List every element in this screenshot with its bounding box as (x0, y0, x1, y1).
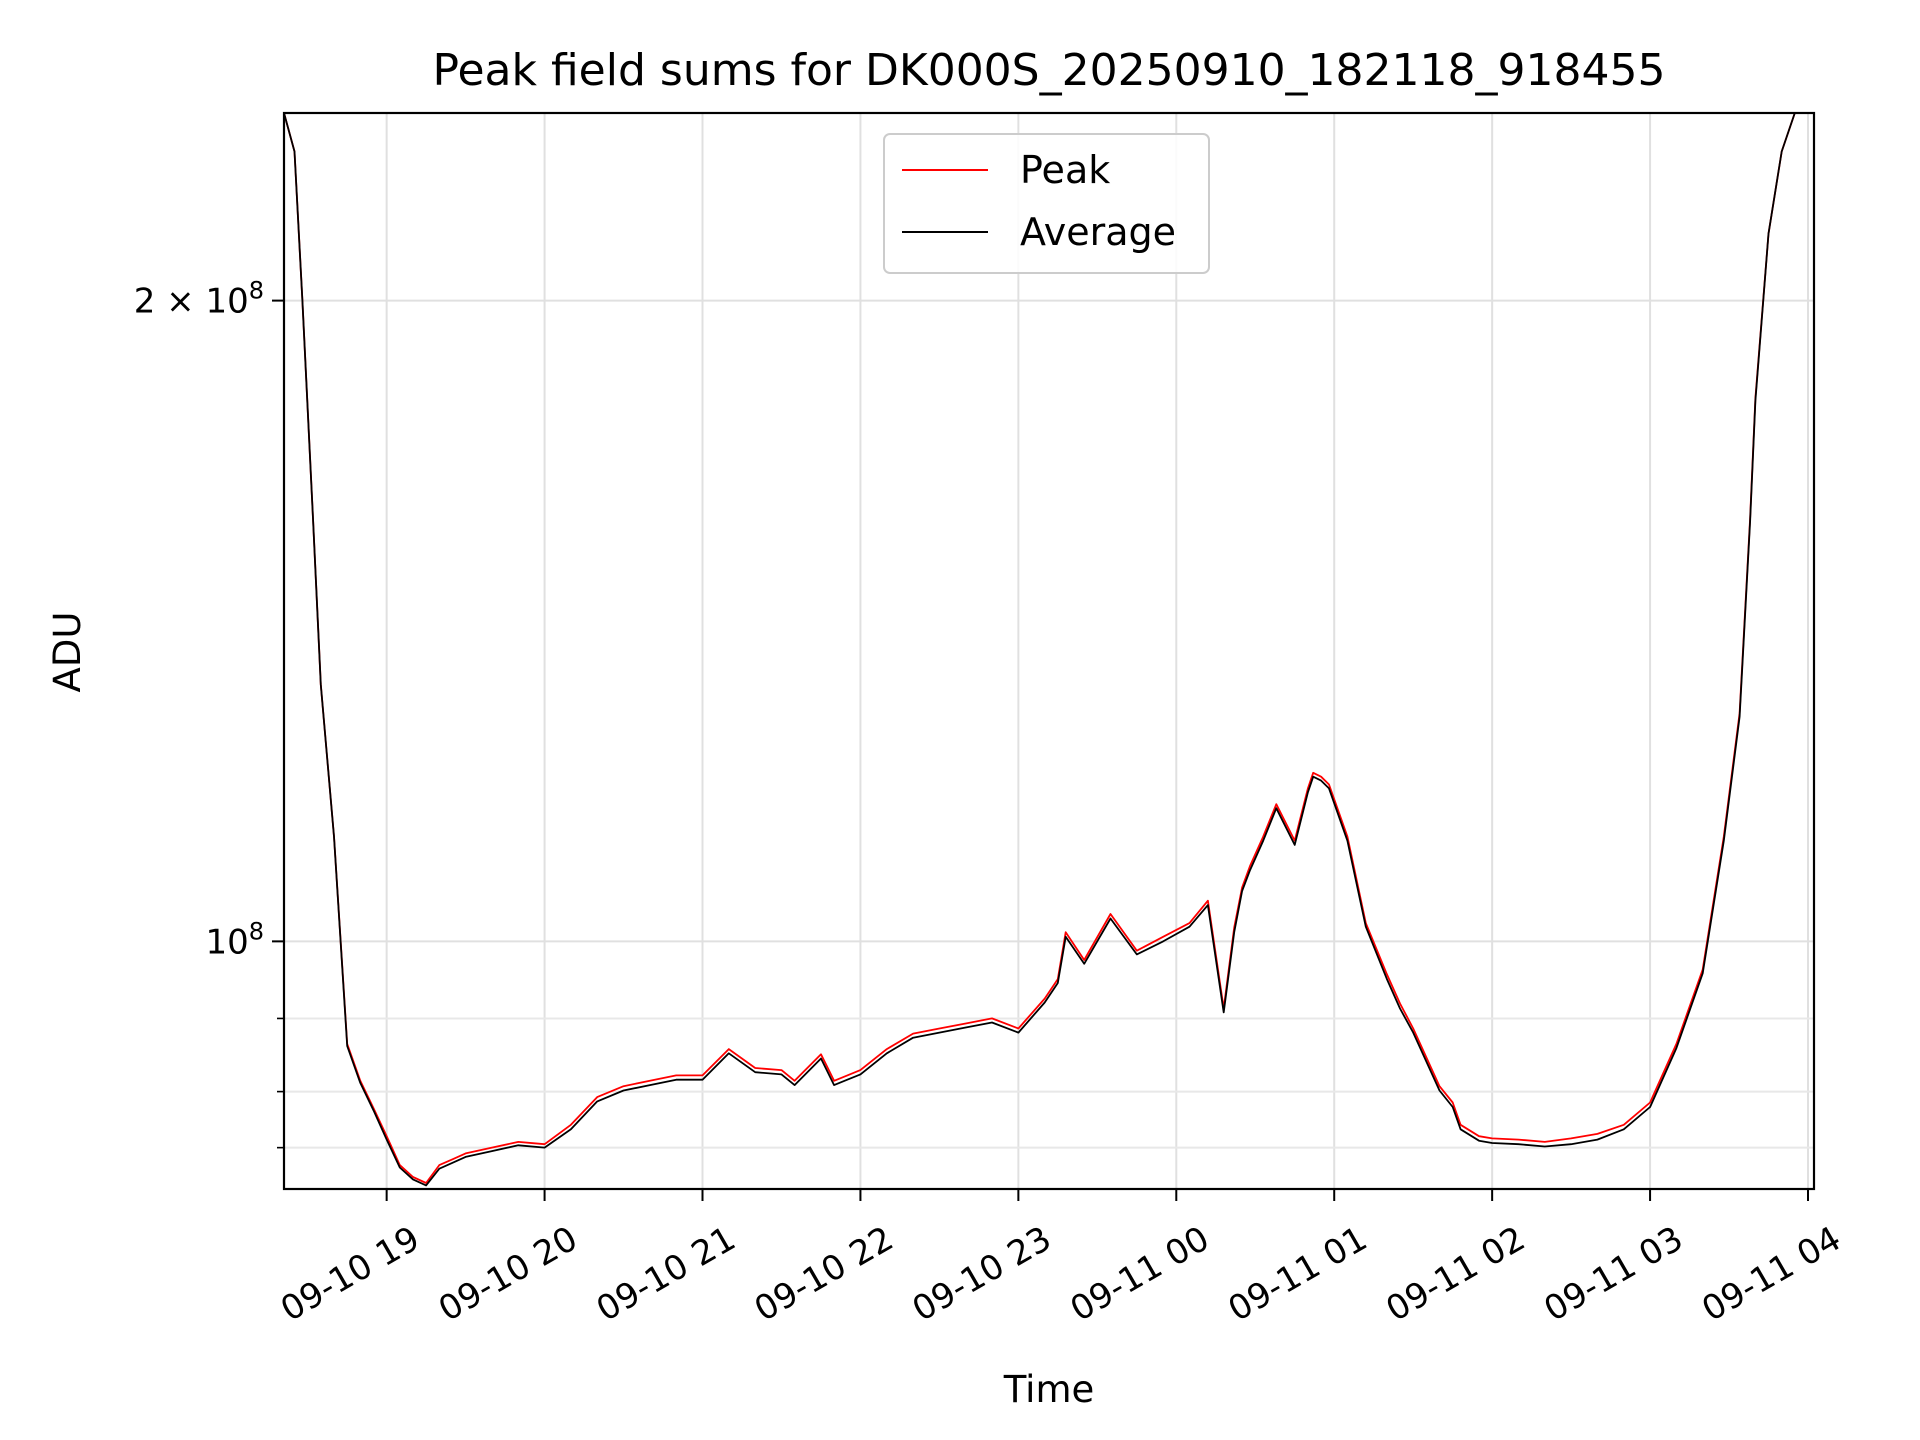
legend-label-average: Average (1020, 210, 1176, 254)
plot-frame (282, 111, 1816, 1191)
y-axis-label: ADU (46, 612, 89, 693)
legend: Peak Average (883, 133, 1210, 274)
y-tick-label: 2 × 108 (134, 277, 264, 322)
series-line-peak (283, 112, 1808, 1184)
legend-label-peak: Peak (1020, 148, 1110, 192)
x-axis-label: Time (1003, 1368, 1095, 1411)
chart-title: Peak field sums for DK000S_20250910_1821… (433, 45, 1666, 96)
series-line-average (283, 112, 1808, 1187)
legend-box (883, 133, 1210, 274)
y-axis-ticks: 108 2 × 108 (134, 277, 284, 1149)
grid (284, 113, 1814, 1189)
y-tick-label: 108 (205, 917, 264, 962)
series-layer (283, 112, 1808, 1187)
